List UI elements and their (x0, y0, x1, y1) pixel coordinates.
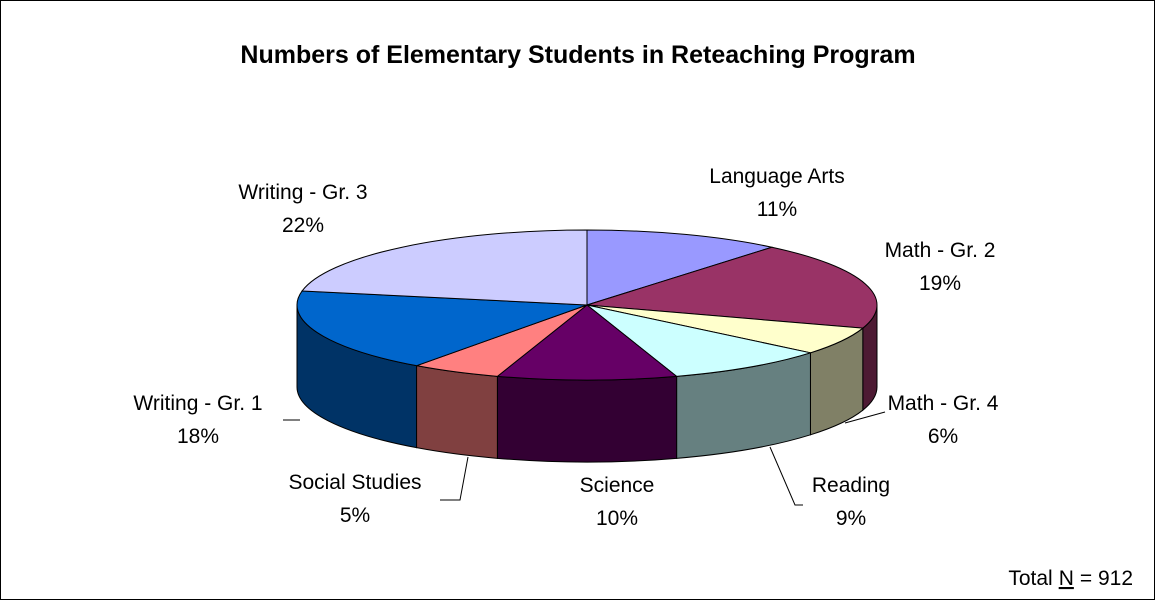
slice-label: Writing - Gr. 3 (238, 181, 367, 204)
slice-value-label: 5% (340, 504, 370, 527)
slice-label: Science (580, 474, 655, 497)
slice-value-label: 18% (177, 425, 219, 448)
slice-value-label: 9% (836, 507, 866, 530)
leader-line (844, 411, 886, 424)
pie-slice (496, 304, 678, 381)
slice-value-label: 10% (596, 507, 638, 530)
pie-slice (586, 304, 813, 377)
slice-label: Social Studies (288, 471, 421, 494)
slice-label: Language Arts (709, 165, 844, 188)
pie (296, 229, 878, 463)
leader-line (440, 456, 469, 501)
total-note: Total N = 912 (1008, 567, 1133, 590)
slice-label: Writing - Gr. 1 (133, 392, 262, 415)
pie-side (416, 365, 498, 459)
pie-slice (586, 229, 774, 306)
pie-side (496, 375, 678, 463)
note-suffix: = 912 (1080, 567, 1133, 590)
labels: Language Arts 11% Math - Gr. 2 19% Math - Gr… (133, 165, 998, 530)
slice-value-label: 6% (928, 425, 958, 448)
pie-slice (586, 246, 878, 329)
slice-value-label: 11% (757, 198, 797, 221)
slice-label: Math - Gr. 2 (885, 239, 996, 262)
slice-value-label: 22% (282, 214, 324, 237)
chart-title: Numbers of Elementary Students in Reteac… (240, 41, 915, 69)
note-prefix: Total (1008, 567, 1052, 590)
pie-slice (301, 229, 588, 306)
slice-value-label: 19% (919, 272, 961, 295)
slice-label: Math - Gr. 4 (888, 392, 999, 415)
pie-slice (296, 290, 588, 367)
leader-line (769, 446, 803, 506)
slice-label: Reading (812, 474, 890, 497)
note-symbol: N (1059, 567, 1074, 590)
